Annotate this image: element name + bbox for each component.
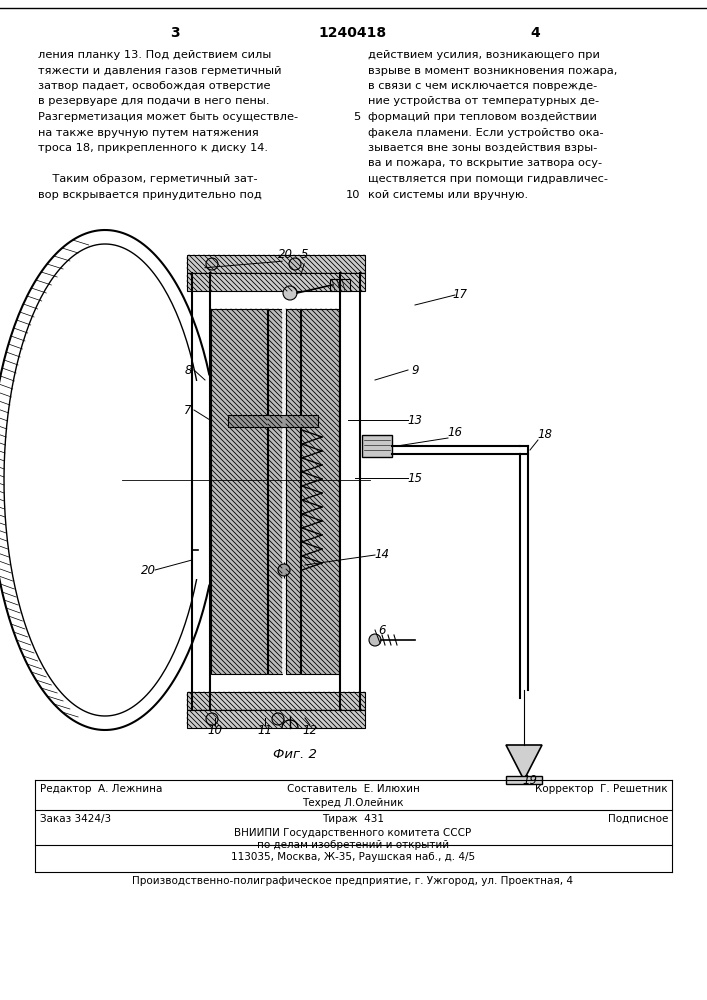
Text: 8: 8 bbox=[185, 363, 192, 376]
Bar bbox=[301, 309, 339, 674]
Text: ва и пожара, то вскрытие затвора осу-: ва и пожара, то вскрытие затвора осу- bbox=[368, 158, 602, 168]
Circle shape bbox=[289, 258, 301, 270]
Text: Разгерметизация может быть осуществле-: Разгерметизация может быть осуществле- bbox=[38, 112, 298, 122]
Text: 113035, Москва, Ж-35, Раушская наб., д. 4/5: 113035, Москва, Ж-35, Раушская наб., д. … bbox=[231, 852, 475, 862]
Text: 3: 3 bbox=[170, 26, 180, 40]
Text: 12: 12 bbox=[303, 724, 317, 736]
Circle shape bbox=[206, 258, 218, 270]
Bar bbox=[282, 309, 286, 674]
Text: Таким образом, герметичный зат-: Таким образом, герметичный зат- bbox=[38, 174, 257, 184]
Text: формаций при тепловом воздействии: формаций при тепловом воздействии bbox=[368, 112, 597, 122]
Text: 13: 13 bbox=[407, 414, 423, 426]
Text: Корректор  Г. Решетник: Корректор Г. Решетник bbox=[535, 784, 668, 794]
Text: действием усилия, возникающего при: действием усилия, возникающего при bbox=[368, 50, 600, 60]
Bar bbox=[286, 309, 300, 674]
Bar bbox=[187, 273, 365, 291]
Text: 11: 11 bbox=[257, 724, 272, 736]
Text: Подписное: Подписное bbox=[607, 814, 668, 824]
Text: 5: 5 bbox=[353, 112, 360, 122]
Text: 15: 15 bbox=[407, 472, 423, 485]
Text: 6: 6 bbox=[378, 624, 386, 637]
Bar bbox=[187, 255, 365, 273]
Text: 17: 17 bbox=[452, 288, 467, 302]
Text: ления планку 13. Под действием силы: ления планку 13. Под действием силы bbox=[38, 50, 271, 60]
Text: 10: 10 bbox=[207, 724, 223, 736]
Text: зывается вне зоны воздействия взры-: зывается вне зоны воздействия взры- bbox=[368, 143, 597, 153]
Text: в резервуаре для подачи в него пены.: в резервуаре для подачи в него пены. bbox=[38, 97, 269, 106]
Circle shape bbox=[278, 564, 290, 576]
Circle shape bbox=[369, 634, 381, 646]
Bar bbox=[187, 255, 365, 273]
Text: ществляется при помощи гидравличес-: ществляется при помощи гидравличес- bbox=[368, 174, 608, 184]
Text: взрыве в момент возникновения пожара,: взрыве в момент возникновения пожара, bbox=[368, 66, 617, 76]
Text: на также вручную путем натяжения: на также вручную путем натяжения bbox=[38, 127, 259, 137]
Text: 1240418: 1240418 bbox=[319, 26, 387, 40]
Bar bbox=[268, 309, 282, 674]
Bar bbox=[286, 309, 300, 674]
Bar bbox=[268, 309, 282, 674]
Bar bbox=[187, 273, 365, 291]
Circle shape bbox=[272, 713, 284, 725]
Text: Фиг. 2: Фиг. 2 bbox=[273, 748, 317, 761]
Circle shape bbox=[206, 713, 218, 725]
Text: Заказ 3424/3: Заказ 3424/3 bbox=[40, 814, 111, 824]
Text: 19: 19 bbox=[522, 774, 537, 786]
Text: в связи с чем исключается поврежде-: в связи с чем исключается поврежде- bbox=[368, 81, 597, 91]
Bar bbox=[330, 279, 350, 291]
Bar bbox=[506, 776, 542, 784]
Text: ние устройства от температурных де-: ние устройства от температурных де- bbox=[368, 97, 599, 106]
Text: Техред Л.Олейник: Техред Л.Олейник bbox=[303, 798, 404, 808]
Text: 14: 14 bbox=[375, 548, 390, 562]
Bar bbox=[187, 710, 365, 728]
Text: 5: 5 bbox=[301, 248, 309, 261]
Text: затвор падает, освобождая отверстие: затвор падает, освобождая отверстие bbox=[38, 81, 271, 91]
Text: Составитель  Е. Илюхин: Составитель Е. Илюхин bbox=[286, 784, 419, 794]
Bar bbox=[301, 309, 339, 674]
Bar bbox=[187, 692, 365, 710]
Bar bbox=[211, 309, 267, 674]
Text: по делам изобретений и открытий: по делам изобретений и открытий bbox=[257, 840, 449, 850]
Text: 9: 9 bbox=[411, 363, 419, 376]
Text: Тираж  431: Тираж 431 bbox=[322, 814, 384, 824]
Bar bbox=[187, 692, 365, 710]
Text: 16: 16 bbox=[448, 426, 462, 438]
Circle shape bbox=[283, 286, 297, 300]
Text: 20: 20 bbox=[278, 248, 293, 261]
Bar bbox=[228, 415, 318, 427]
Text: ВНИИПИ Государственного комитета СССР: ВНИИПИ Государственного комитета СССР bbox=[235, 828, 472, 838]
Text: 4: 4 bbox=[530, 26, 540, 40]
Bar bbox=[362, 435, 392, 457]
Text: 7: 7 bbox=[185, 403, 192, 416]
Bar bbox=[211, 309, 267, 674]
Bar bbox=[187, 710, 365, 728]
Text: 20: 20 bbox=[141, 564, 156, 576]
Text: Производственно-полиграфическое предприятие, г. Ужгород, ул. Проектная, 4: Производственно-полиграфическое предприя… bbox=[132, 876, 573, 886]
Text: тяжести и давления газов герметичный: тяжести и давления газов герметичный bbox=[38, 66, 281, 76]
Text: 10: 10 bbox=[346, 190, 360, 200]
Text: вор вскрывается принудительно под: вор вскрывается принудительно под bbox=[38, 190, 262, 200]
Polygon shape bbox=[506, 745, 542, 780]
Text: троса 18, прикрепленного к диску 14.: троса 18, прикрепленного к диску 14. bbox=[38, 143, 268, 153]
Text: факела пламени. Если устройство ока-: факела пламени. Если устройство ока- bbox=[368, 127, 604, 137]
Text: кой системы или вручную.: кой системы или вручную. bbox=[368, 190, 528, 200]
Text: 18: 18 bbox=[537, 428, 552, 442]
Text: Редактор  А. Лежнина: Редактор А. Лежнина bbox=[40, 784, 163, 794]
